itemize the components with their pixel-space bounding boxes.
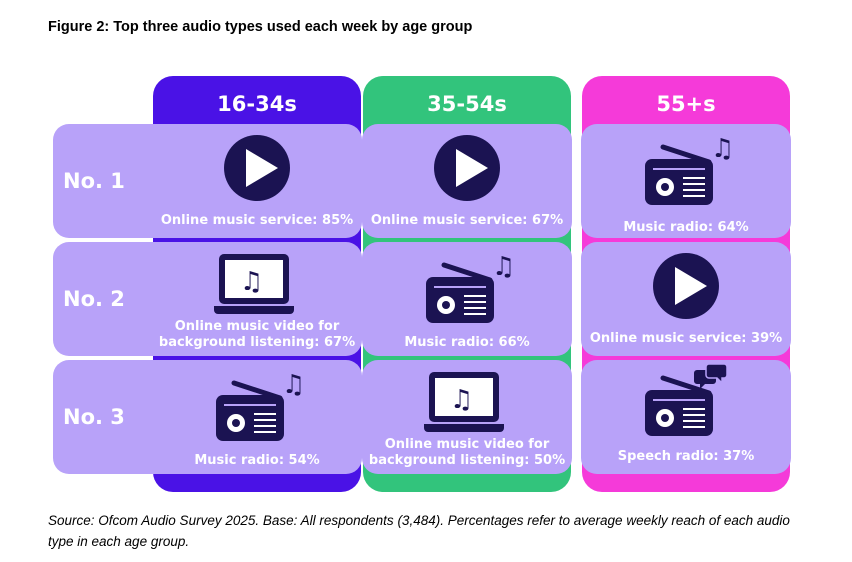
laptop-music-icon: ♫ bbox=[214, 254, 294, 314]
cell-label: Online music service: 67% bbox=[370, 213, 564, 228]
data-cell: Online music service: 39% bbox=[581, 242, 791, 356]
column-header: 16-34s bbox=[217, 92, 297, 116]
data-cell: ♫ Online music video for background liste… bbox=[362, 360, 572, 474]
data-cell: ♫ Music radio: 66% bbox=[362, 242, 572, 356]
svg-text:♫: ♫ bbox=[450, 385, 473, 415]
data-cell: ♫ Music radio: 64% bbox=[581, 124, 791, 238]
cell-label: Speech radio: 37% bbox=[617, 449, 755, 464]
radio-music-icon: ♫ bbox=[426, 252, 515, 323]
cell-label: Online music service: 85% bbox=[160, 213, 354, 228]
data-cell: ♫ Online music video for background liste… bbox=[152, 242, 362, 356]
cell-label: Music radio: 54% bbox=[194, 453, 320, 468]
source-note: Source: Ofcom Audio Survey 2025. Base: A… bbox=[48, 513, 790, 549]
radio-music-icon: ♫ bbox=[645, 134, 734, 205]
radio-music-icon: ♫ bbox=[216, 370, 305, 441]
svg-text:♫: ♫ bbox=[282, 370, 305, 400]
play-icon bbox=[224, 135, 290, 201]
column-header: 35-54s bbox=[427, 92, 507, 116]
play-icon bbox=[434, 135, 500, 201]
cell-label: Online music service: 39% bbox=[589, 331, 783, 346]
laptop-music-icon: ♫ bbox=[424, 372, 504, 432]
data-cell: Online music service: 85% bbox=[152, 124, 362, 238]
cell-label: Online music video for background listen… bbox=[368, 437, 566, 468]
cell-label: Online music video for background listen… bbox=[158, 319, 356, 350]
svg-text:♫: ♫ bbox=[240, 267, 263, 297]
data-cell: Online music service: 67% bbox=[362, 124, 572, 238]
cell-label: Music radio: 66% bbox=[404, 335, 530, 350]
data-cell: ♫ Music radio: 54% bbox=[152, 360, 362, 474]
svg-text:♫: ♫ bbox=[711, 134, 734, 164]
data-cell: Speech radio: 37% bbox=[581, 360, 791, 474]
column-header: 55+s bbox=[656, 92, 716, 116]
figure-title: Figure 2: Top three audio types used eac… bbox=[48, 19, 473, 35]
radio-speech-icon bbox=[645, 363, 728, 436]
svg-text:♫: ♫ bbox=[492, 252, 515, 282]
cell-label: Music radio: 64% bbox=[623, 220, 749, 235]
play-icon bbox=[653, 253, 719, 319]
